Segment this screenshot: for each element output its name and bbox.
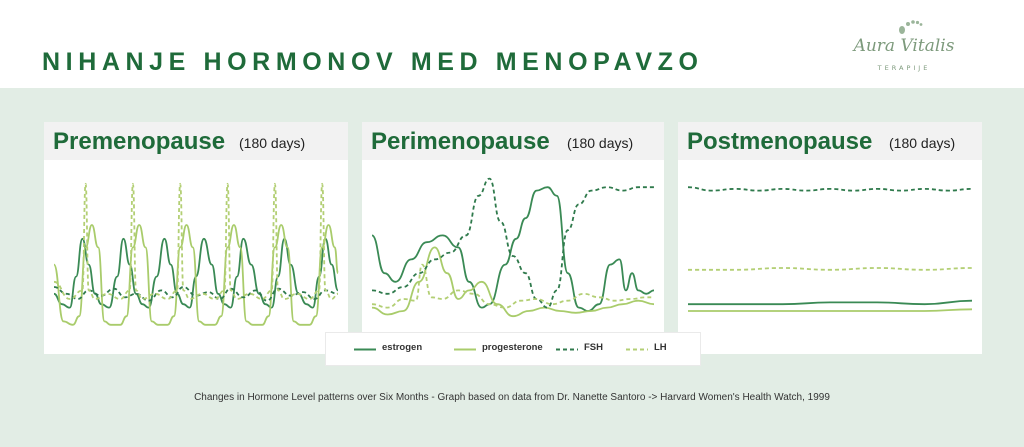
- brand-logo: Aura Vitalis TERAPIJE: [836, 18, 972, 84]
- chart-title: Perimenopause: [371, 128, 550, 155]
- legend-label: FSH: [584, 342, 603, 353]
- source-caption: Changes in Hormone Level patterns over S…: [194, 392, 830, 403]
- chart-subtitle: (180 days): [239, 135, 306, 151]
- chart-subtitle: (180 days): [889, 135, 956, 151]
- chart-subtitle: (180 days): [567, 135, 634, 151]
- chart-header: Postmenopause (180 days): [678, 122, 982, 160]
- chart-title: Premenopause: [53, 128, 226, 155]
- chart-legend: estrogen progesterone FSH LH: [326, 333, 700, 365]
- legend-label: progesterone: [482, 342, 543, 353]
- series-line-progesterone: [53, 224, 339, 326]
- series-line-estrogen: [371, 186, 655, 312]
- series-line-lh: [371, 263, 654, 309]
- footprint-icon: [899, 20, 923, 34]
- chart-header: Perimenopause (180 days): [362, 122, 664, 160]
- page-title: NIHANJE HORMONOV MED MENOPAVZO: [42, 48, 704, 76]
- chart-premenopause: [53, 182, 339, 326]
- series-line-fsh: [53, 286, 339, 302]
- legend-label: LH: [654, 342, 667, 353]
- chart-panel-postmenopause: Postmenopause (180 days): [678, 122, 982, 354]
- series-line-fsh: [371, 177, 654, 309]
- chart-panel-premenopause: Premenopause (180 days): [44, 122, 348, 354]
- logo-name: Aura Vitalis: [853, 36, 955, 56]
- series-line-fsh: [687, 186, 973, 192]
- chart-postmenopause: [687, 186, 973, 312]
- logo-tagline: TERAPIJE: [877, 64, 931, 72]
- chart-panel-perimenopause: Perimenopause (180 days): [362, 122, 664, 354]
- series-line-progesterone: [371, 246, 655, 318]
- series-line-estrogen: [687, 299, 973, 306]
- legend-label: estrogen: [382, 342, 423, 353]
- series-line-progesterone: [688, 308, 973, 312]
- chart-header: Premenopause (180 days): [44, 122, 348, 160]
- series-line-lh: [688, 267, 973, 271]
- header-band: [0, 0, 1024, 88]
- chart-perimenopause: [371, 177, 655, 318]
- chart-title: Postmenopause: [687, 128, 873, 155]
